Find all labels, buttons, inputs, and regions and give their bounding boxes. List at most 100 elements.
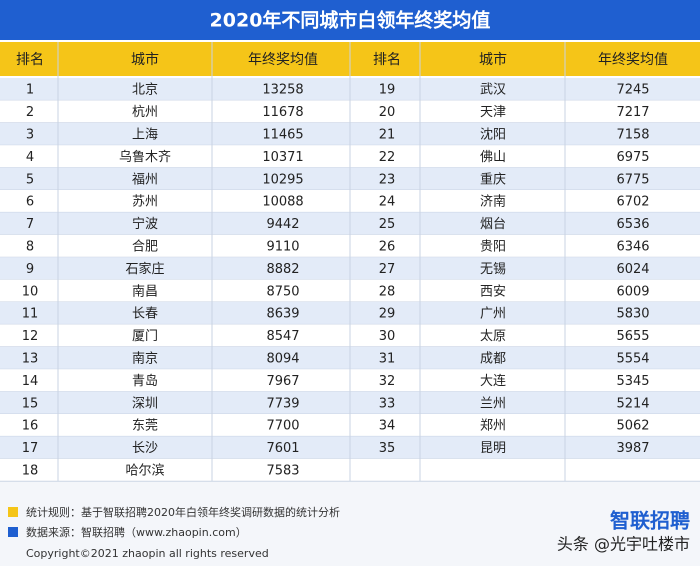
table-cell: 17 [22,441,39,456]
table-cell: 7700 [266,419,299,434]
table-cell: 5062 [616,419,649,434]
table-cell: 重庆 [480,171,506,187]
table-cell: 5345 [616,374,649,389]
table-cell: 7 [26,217,34,232]
table-cell: 19 [379,83,396,98]
table-cell: 大连 [480,373,506,389]
table-cell: 上海 [132,128,158,143]
table-cell: 8639 [266,307,299,322]
table-cell: 13258 [262,83,303,98]
note-marker [8,527,18,537]
table-cell: 深圳 [132,396,158,411]
table-cell: 6024 [616,262,649,277]
table-cell: 7583 [266,464,299,479]
table-cell: 29 [379,307,396,322]
header-cell: 排名 [373,52,401,68]
table-cell: 9 [26,262,34,277]
note: 数据来源：智联招聘（www.zhaopin.com） [26,525,247,539]
table-cell: 9442 [266,217,299,232]
table-cell: 32 [379,374,396,389]
table-cell: 3987 [616,441,649,456]
table-cell: 福州 [132,172,158,187]
table-cell: 成都 [480,352,506,367]
table-cell: 石家庄 [125,261,164,277]
table-cell: 长春 [132,307,158,322]
table-cell: 6775 [616,172,649,187]
table-cell: 4 [26,150,34,165]
table-cell: 烟台 [480,217,506,232]
table-cell: 6702 [616,195,649,210]
table-cell: 宁波 [132,216,158,232]
table-cell: 33 [379,396,396,411]
table-cell: 7217 [616,105,649,120]
table-cell: 13 [22,352,39,367]
table-cell: 太原 [480,329,506,344]
table-cell: 24 [379,195,396,210]
table-cell: 15 [22,396,39,411]
table-cell: 30 [379,329,396,344]
table-cell: 7967 [266,374,299,389]
table-cell: 南京 [132,351,158,367]
header-cell: 城市 [479,51,507,68]
table-cell: 南昌 [132,283,158,299]
table-cell: 11678 [262,105,303,120]
table-cell: 10088 [262,195,303,210]
table-cell: 青岛 [132,373,158,389]
table-cell: 27 [379,262,396,277]
table-cell: 23 [379,172,396,187]
table-cell: 21 [379,128,396,143]
table-cell: 广州 [480,307,506,322]
table-cell: 8547 [266,329,299,344]
table-cell: 31 [379,352,396,367]
table-cell: 7245 [616,83,649,98]
table-cell: 5554 [616,352,649,367]
table-cell: 杭州 [132,105,158,120]
table-cell: 6009 [616,284,649,299]
table-cell: 6 [26,195,34,210]
table-cell: 25 [379,217,396,232]
table-cell: 22 [379,150,396,165]
title: 2020年不同城市白领年终奖均值 [210,9,491,32]
table-cell: 9110 [266,240,299,255]
table-cell: 兰州 [480,396,506,411]
table-cell: 东莞 [132,419,158,434]
table-cell: 厦门 [132,329,158,344]
header-cell: 城市 [131,51,159,68]
table-cell: 2 [26,105,34,120]
table-cell: 贵阳 [480,240,506,255]
table-cell: 16 [22,419,39,434]
table-cell: 昆明 [480,441,506,456]
table-cell: 郑州 [480,419,506,434]
table-cell: 8882 [266,262,299,277]
table-cell: 无锡 [480,262,506,277]
table-cell: 济南 [480,194,506,210]
table-cell: 哈尔滨 [125,463,164,479]
table-cell: 西安 [480,284,506,299]
table-cell: 28 [379,284,396,299]
table-cell: 5830 [616,307,649,322]
table-cell: 佛山 [480,150,506,165]
table-cell: 18 [22,464,39,479]
table-cell: 乌鲁木齐 [119,149,171,165]
table-cell: 10 [22,284,39,299]
table-cell: 5655 [616,329,649,344]
table-cell: 11465 [262,128,303,143]
table-cell: 14 [22,374,39,389]
logo: 智联招聘 [610,509,690,533]
table-cell: 武汉 [480,83,506,98]
header-cell: 年终奖均值 [598,51,668,68]
table-cell: 26 [379,240,396,255]
table-cell: 35 [379,441,396,456]
table-cell: 20 [379,105,396,120]
table-cell: 长沙 [132,441,158,456]
table-cell: 8094 [266,352,299,367]
table-cell: 10371 [262,150,303,165]
table-cell: 5214 [616,396,649,411]
table-cell: 天津 [480,105,506,120]
table-cell: 6536 [616,217,649,232]
table-cell: 3 [26,128,34,143]
table-cell: 7739 [266,396,299,411]
table-cell: 北京 [132,83,158,98]
